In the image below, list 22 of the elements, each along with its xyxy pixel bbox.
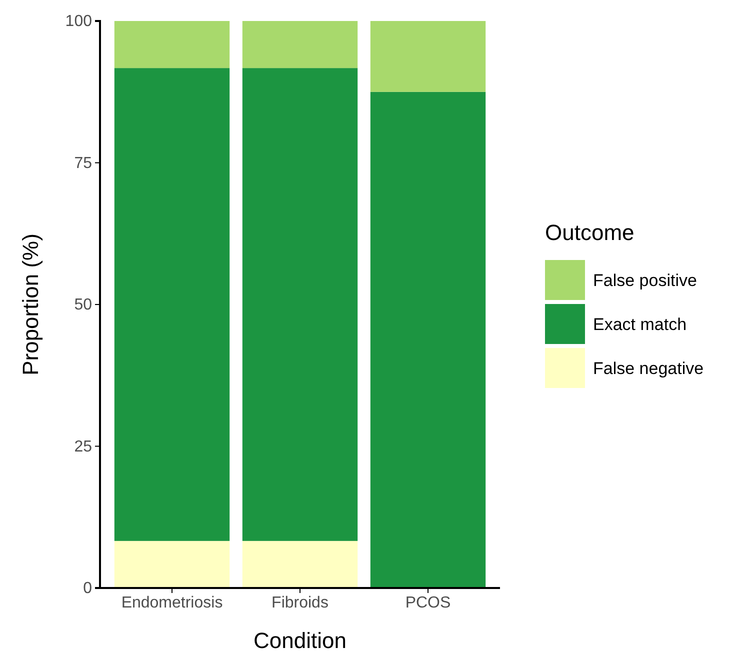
bar: [370, 92, 486, 588]
legend-label: False positive: [593, 271, 697, 290]
bar: [114, 68, 230, 541]
bar: [114, 21, 230, 68]
bar: [242, 21, 358, 68]
y-axis-title: Proportion (%): [18, 234, 43, 376]
x-tick-label: PCOS: [405, 594, 451, 612]
x-axis-title: Condition: [254, 628, 346, 653]
x-tick-label: Endometriosis: [121, 594, 223, 612]
y-tick-label: 0: [83, 580, 92, 598]
x-tick-label: Fibroids: [272, 594, 328, 612]
bar: [242, 68, 358, 541]
y-tick-label: 100: [65, 13, 92, 30]
y-tick-label: 75: [74, 154, 92, 172]
y-tick-label: 50: [74, 296, 92, 314]
bar: [242, 540, 358, 588]
legend-label: False negative: [593, 359, 704, 378]
bar: [114, 540, 230, 588]
legend-title: Outcome: [545, 220, 634, 245]
y-tick-label: 25: [74, 438, 92, 456]
legend-label: Exact match: [593, 315, 687, 334]
bar: [370, 21, 486, 92]
